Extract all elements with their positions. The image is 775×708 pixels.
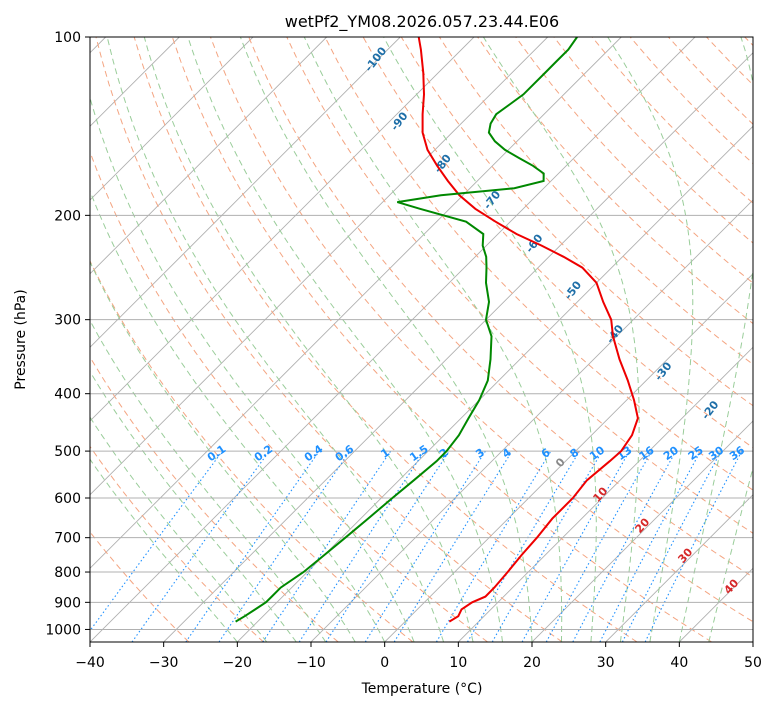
temperature-profile-line — [417, 37, 639, 623]
moist-adiabat-line — [303, 37, 563, 642]
mixing-ratio-line — [393, 450, 513, 642]
dry-adiabat-line — [210, 37, 753, 623]
x-tick-label: 20 — [523, 655, 541, 671]
moist-adiabat-line — [90, 260, 356, 642]
mixing-ratio-line — [262, 450, 392, 642]
mixing-ratio-line — [185, 450, 320, 642]
isotherm-line — [605, 494, 753, 642]
x-tick-label: −20 — [223, 655, 253, 671]
isotherm-line — [90, 37, 401, 348]
dry-adiabat-line — [90, 356, 339, 642]
y-axis-label: Pressure (hPa) — [13, 289, 29, 389]
moist-adiabat-line — [90, 370, 297, 642]
isotherm-line — [90, 37, 549, 496]
x-tick-label: 0 — [380, 655, 389, 671]
moist-adiabat-line — [143, 37, 474, 642]
y-tick-label: 600 — [54, 491, 81, 507]
x-axis: −40 −30 −20 −10 0 10 20 30 40 50 — [75, 642, 762, 671]
mixing-ratio-line — [644, 450, 743, 642]
mixing-ratio-line — [90, 450, 223, 632]
isotherm-line — [90, 37, 475, 422]
dry-adiabat-line — [286, 37, 753, 534]
y-tick-label: 700 — [54, 531, 81, 547]
moist-adiabat-line — [90, 319, 327, 642]
x-tick-label: −40 — [75, 655, 105, 671]
y-tick-label: 200 — [54, 208, 81, 224]
isotherm-line — [90, 37, 254, 201]
dry-adiabat-line — [133, 37, 638, 642]
y-tick-label: 800 — [54, 565, 81, 581]
moist-adiabat-line — [106, 37, 445, 642]
y-tick-label: 900 — [54, 595, 81, 611]
moist-adiabat-line — [708, 466, 753, 642]
mixing-ratio-line — [572, 450, 677, 642]
y-tick-label: 100 — [54, 30, 81, 46]
moist-adiabat-line — [607, 37, 694, 642]
y-tick-label: 400 — [54, 387, 81, 403]
y-axis: 100 200 300 400 500 600 700 800 900 1000 — [45, 30, 90, 638]
y-tick-label: 300 — [54, 313, 81, 329]
moist-adiabat-line — [90, 189, 386, 642]
moist-adiabat-line — [482, 37, 640, 642]
moist-adiabat-line — [90, 458, 238, 642]
plot-area — [90, 37, 753, 642]
x-tick-label: −10 — [296, 655, 326, 671]
dry-adiabat-line — [90, 259, 414, 642]
x-tick-label: 40 — [670, 655, 688, 671]
dry-adiabat-line — [90, 445, 264, 642]
profile-series — [235, 37, 639, 623]
x-tick-label: −30 — [149, 655, 179, 671]
isotherm-line — [90, 37, 328, 275]
pressure-gridlines — [90, 37, 753, 630]
mixing-ratio-line — [218, 450, 351, 642]
chart-title: wetPf2_YM08.2026.057.23.44.E06 — [285, 12, 559, 32]
plot-frame — [89, 36, 754, 643]
dry-adiabat-line — [248, 37, 753, 578]
moist-adiabat-line — [678, 37, 753, 642]
isotherm-line — [90, 37, 622, 569]
dry-adiabat-line — [515, 37, 753, 284]
isotherm-line — [90, 37, 696, 642]
mixing-ratio-line — [545, 450, 653, 642]
x-tick-label: 10 — [449, 655, 467, 671]
dewpoint-profile-line — [235, 37, 578, 623]
mixing-ratio-line — [521, 450, 630, 642]
x-tick-label: 30 — [597, 655, 615, 671]
dry-adiabat-line — [95, 37, 563, 642]
isotherm-line — [236, 125, 753, 642]
isotherm-line — [531, 420, 753, 642]
x-axis-label: Temperature (°C) — [361, 681, 483, 697]
y-tick-label: 500 — [54, 444, 81, 460]
mixing-ratio-line — [131, 450, 270, 642]
mixing-ratio-line — [325, 450, 450, 642]
isotherm-line — [163, 52, 753, 642]
moist-adiabat-line — [383, 37, 597, 642]
moist-adiabat-line — [187, 37, 503, 642]
moist-adiabat-line — [90, 96, 415, 642]
x-tick-label: 50 — [744, 655, 762, 671]
dry-adiabat-line — [171, 37, 712, 642]
moist-adiabat-line — [239, 37, 533, 642]
isotherm-line — [384, 273, 753, 642]
y-tick-label: 1000 — [45, 622, 81, 638]
moist-adiabat-line — [90, 416, 268, 642]
